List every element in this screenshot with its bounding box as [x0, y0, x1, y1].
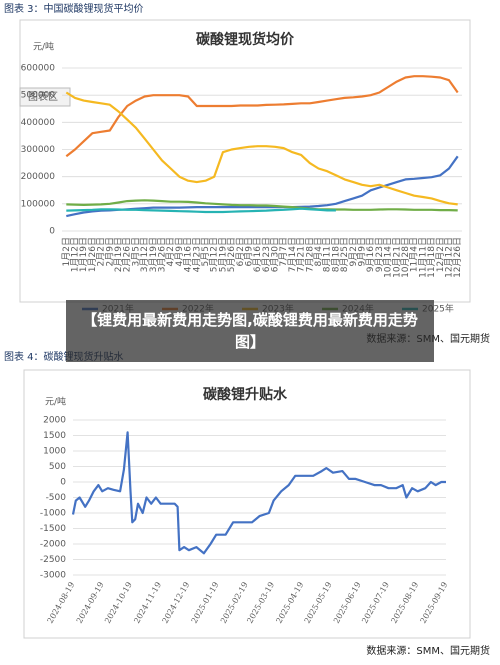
y-tick-label: -1000 — [40, 509, 66, 519]
y-tick-label: 1500 — [43, 431, 66, 441]
y-tick-label: 100000 — [21, 199, 56, 209]
line — [66, 199, 458, 212]
x-tick-label: 12月12日 — [443, 237, 454, 278]
x-tick-label: 10月14日 — [383, 237, 394, 278]
line — [71, 431, 446, 555]
x-tick-label: 10月28日 — [400, 237, 411, 278]
y-tick-label: 400000 — [21, 118, 56, 128]
x-tick-label: 2月2日 — [96, 237, 107, 266]
line — [65, 75, 459, 158]
x-tick-label: 9月23日 — [374, 237, 385, 272]
chart-frame — [19, 19, 471, 303]
chart-frame — [23, 369, 471, 639]
y-unit: 元/吨 — [33, 41, 54, 53]
x-tick-label: 6月16日 — [252, 237, 263, 272]
y-tick-label: -3000 — [40, 571, 66, 581]
x-tick-label: 11月4日 — [409, 237, 420, 272]
x-tick-label: 5月19日 — [217, 237, 228, 272]
x-tick-label: 11月11日 — [417, 237, 428, 278]
x-tick-label: 6月2日 — [235, 237, 246, 266]
x-tick-label: 5月12日 — [209, 237, 220, 272]
source: 数据来源：SMM、国元期货 — [366, 644, 490, 657]
y-tick-label: 200000 — [21, 172, 56, 182]
x-tick-label: 2月26日 — [122, 237, 133, 272]
y-tick-label: 500000 — [21, 91, 56, 101]
y-tick-label: 0 — [49, 227, 55, 237]
y-tick-label: 2000 — [43, 416, 66, 426]
x-tick-label: 3月5日 — [130, 237, 141, 266]
x-tick-label: 4月2日 — [165, 237, 176, 266]
y-tick-label: -2000 — [40, 540, 66, 550]
x-tick-label: 4月9日 — [174, 237, 185, 266]
line — [66, 207, 336, 214]
x-tick-label: 1月2日 — [61, 237, 72, 266]
y-tick-label: 0 — [60, 478, 66, 488]
y-tick-label: 600000 — [21, 64, 56, 74]
x-tick-label: 1月12日 — [70, 237, 81, 272]
tooltip-box — [19, 87, 71, 107]
caption: 图表 3：中国碳酸锂现货平均价 — [4, 2, 144, 15]
x-tick-label: 6月30日 — [270, 237, 281, 272]
x-tick-label: 8月4日 — [313, 237, 324, 266]
x-tick-label: 8月18日 — [330, 237, 341, 272]
x-tick-label: 9月2日 — [348, 237, 359, 266]
x-tick-label: 12月26日 — [452, 237, 463, 278]
x-tick-label: 9月9日 — [357, 237, 368, 266]
x-tick-label: 7月21日 — [296, 237, 307, 272]
y-tick-label: 500 — [49, 462, 66, 472]
y-tick-label: -500 — [46, 493, 67, 503]
x-tick-label: 7月28日 — [304, 237, 315, 272]
x-tick-label: 11月18日 — [426, 237, 437, 278]
x-tick-label: 1月26日 — [87, 237, 98, 272]
x-tick-label: 4月16日 — [183, 237, 194, 272]
x-tick-label: 2月9日 — [104, 237, 115, 266]
x-tick-label: 3月12日 — [139, 237, 150, 272]
x-tick-label: 8月25日 — [339, 237, 350, 272]
x-tick-label: 5月5日 — [200, 237, 211, 266]
tooltip: 图表区 — [28, 90, 58, 103]
x-tick-label: 6月23日 — [261, 237, 272, 272]
x-tick-label: 9月16日 — [365, 237, 376, 272]
y-unit: 元/吨 — [45, 396, 66, 408]
x-tick-label: 3月26日 — [157, 237, 168, 272]
y-tick-label: 300000 — [21, 145, 56, 155]
x-tick-label: 3月19日 — [148, 237, 159, 272]
y-tick-label: -2500 — [40, 555, 66, 565]
chart-title: 碳酸锂升贴水 — [203, 386, 288, 403]
x-tick-label: 6月9日 — [243, 237, 254, 266]
x-tick-label: 8月11日 — [322, 237, 333, 272]
y-tick-label: -1500 — [40, 524, 66, 534]
chart-title: 碳酸锂现货均价 — [196, 31, 295, 48]
x-tick-label: 1月19日 — [78, 237, 89, 272]
x-tick-label: 7月14日 — [287, 237, 298, 272]
x-tick-label: 7月7日 — [278, 237, 289, 266]
line — [65, 91, 458, 206]
x-tick-label: 10月21日 — [391, 237, 402, 278]
x-tick-label: 2月19日 — [113, 237, 124, 272]
y-tick-label: 1000 — [43, 447, 66, 457]
x-tick-label: 4月23日 — [191, 237, 202, 272]
x-tick-label: 5月26日 — [226, 237, 237, 272]
banner: 【锂费用最新费用走势图,碳酸锂费用最新费用走势图】 — [66, 300, 434, 362]
x-tick-label: 12月2日 — [435, 237, 446, 272]
